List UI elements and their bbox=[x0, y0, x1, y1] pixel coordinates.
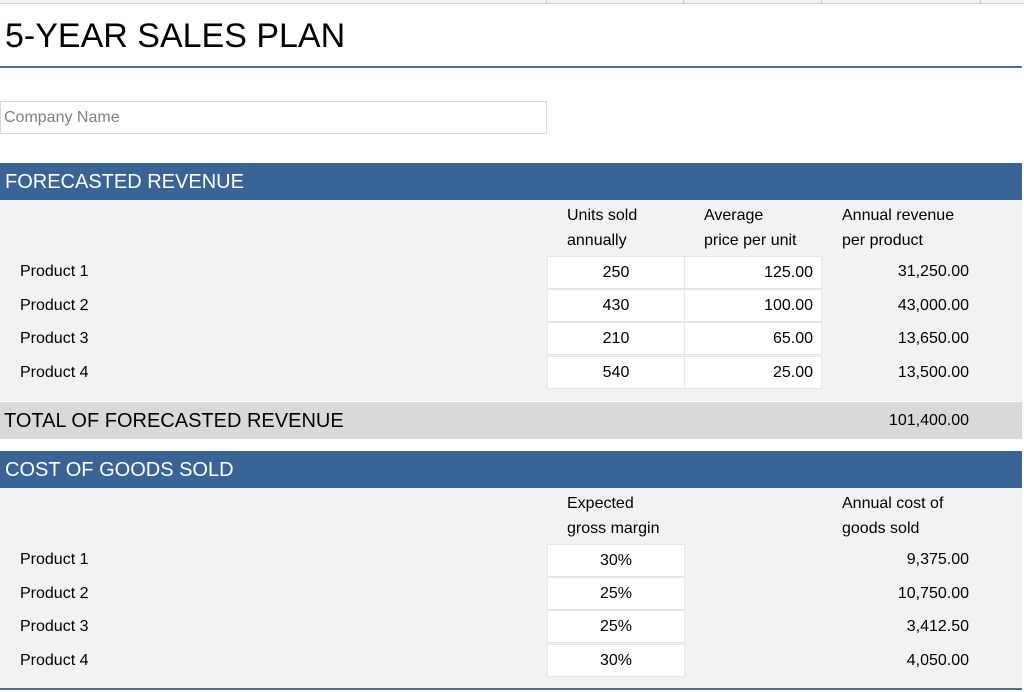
cost-of-goods-sold-panel: Expected gross margin Annual cost of goo… bbox=[0, 488, 1022, 688]
product-1-label: Product 1 bbox=[20, 263, 89, 280]
title-underline bbox=[0, 66, 1022, 68]
column-divider bbox=[821, 0, 822, 4]
product-1-label: Product 1 bbox=[20, 551, 89, 568]
annual-cost-header: Annual cost of goods sold bbox=[842, 495, 944, 537]
product-4-label: Product 4 bbox=[20, 364, 89, 381]
annual-revenue-value: 31,250.00 bbox=[897, 263, 969, 280]
annual-cost-value: 3,412.50 bbox=[906, 618, 969, 635]
section-title: COST OF GOODS SOLD bbox=[5, 459, 234, 481]
average-price-cell[interactable]: 65.00 bbox=[684, 322, 822, 355]
annual-cost-value: 10,750.00 bbox=[897, 585, 969, 602]
product-2-label: Product 2 bbox=[20, 585, 89, 602]
average-price-cell[interactable]: 25.00 bbox=[684, 356, 822, 389]
units-sold-cell[interactable]: 540 bbox=[547, 356, 685, 389]
column-divider bbox=[546, 0, 547, 4]
column-divider bbox=[980, 0, 981, 4]
gross-margin-cell[interactable]: 25% bbox=[547, 577, 685, 610]
average-price-cell[interactable]: 100.00 bbox=[684, 289, 822, 322]
total-forecasted-revenue-row: TOTAL OF FORECASTED REVENUE 101,400.00 bbox=[0, 402, 1022, 439]
cost-of-goods-sold-header: COST OF GOODS SOLD bbox=[0, 451, 1022, 488]
units-sold-header: Units sold annually bbox=[567, 207, 638, 249]
units-sold-cell[interactable]: 250 bbox=[547, 256, 685, 289]
forecasted-revenue-header: FORECASTED REVENUE bbox=[0, 163, 1022, 200]
units-sold-cell[interactable]: 430 bbox=[547, 289, 685, 322]
annual-revenue-value: 13,500.00 bbox=[897, 364, 969, 381]
annual-revenue-value: 13,650.00 bbox=[897, 330, 969, 347]
company-name-input[interactable] bbox=[0, 101, 547, 134]
forecasted-revenue-panel: Units sold annually Average price per un… bbox=[0, 200, 1022, 401]
gross-margin-cell[interactable]: 25% bbox=[547, 610, 685, 643]
total-forecasted-revenue-label: TOTAL OF FORECASTED REVENUE bbox=[4, 410, 344, 432]
product-3-label: Product 3 bbox=[20, 618, 89, 635]
product-4-label: Product 4 bbox=[20, 652, 89, 669]
gross-margin-cell[interactable]: 30% bbox=[547, 544, 685, 577]
annual-revenue-header: Annual revenue per product bbox=[842, 207, 955, 249]
expected-gross-margin-header: Expected gross margin bbox=[567, 495, 660, 537]
total-forecasted-revenue-value: 101,400.00 bbox=[888, 412, 969, 429]
top-strip bbox=[0, 0, 1024, 4]
column-divider bbox=[683, 0, 684, 4]
product-3-label: Product 3 bbox=[20, 330, 89, 347]
units-sold-cell[interactable]: 210 bbox=[547, 322, 685, 355]
annual-cost-value: 4,050.00 bbox=[906, 652, 969, 669]
gross-margin-cell[interactable]: 30% bbox=[547, 644, 685, 677]
annual-cost-value: 9,375.00 bbox=[906, 551, 969, 568]
sheet-title: 5-YEAR SALES PLAN bbox=[5, 17, 346, 55]
section-title: FORECASTED REVENUE bbox=[5, 171, 244, 193]
product-2-label: Product 2 bbox=[20, 297, 89, 314]
average-price-header: Average price per unit bbox=[704, 207, 797, 249]
annual-revenue-value: 43,000.00 bbox=[897, 297, 969, 314]
bottom-border bbox=[0, 688, 1022, 690]
average-price-cell[interactable]: 125.00 bbox=[684, 256, 822, 289]
